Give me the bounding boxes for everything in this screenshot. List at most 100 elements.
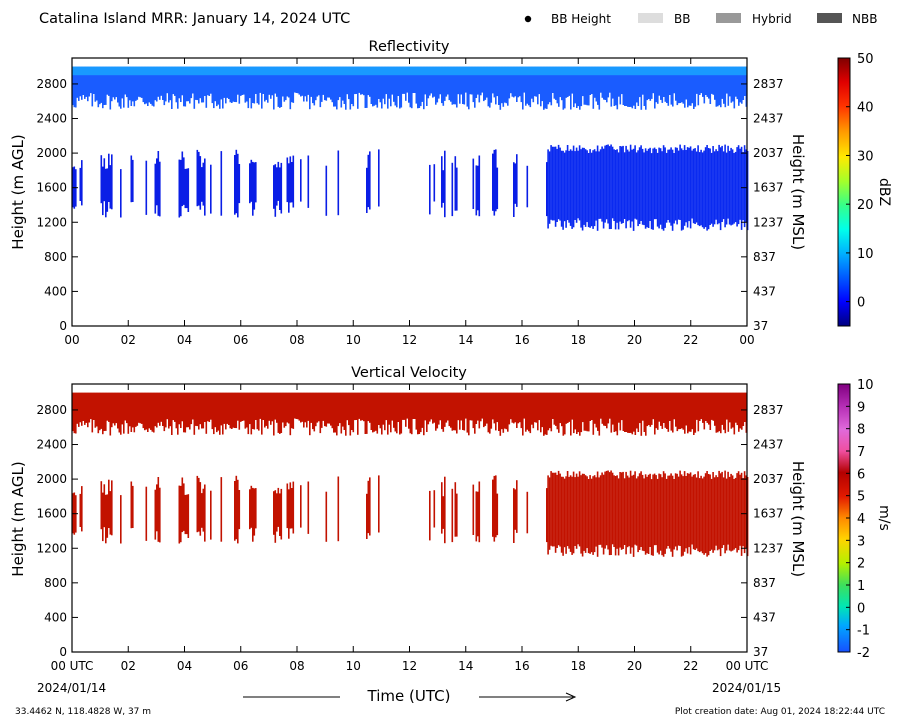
- echo-column: [665, 478, 668, 549]
- echo-column: [648, 392, 650, 425]
- echo-column-top: [270, 66, 272, 76]
- echo-column: [105, 168, 107, 218]
- echo-column: [612, 392, 614, 425]
- echo-column: [639, 392, 641, 424]
- echo-column-top: [490, 66, 493, 76]
- echo-column-top: [546, 66, 548, 76]
- echo-column: [562, 66, 565, 110]
- colorbar-tick-label: 8: [857, 423, 865, 438]
- echo-column: [607, 144, 609, 224]
- echo-column: [121, 66, 124, 99]
- echo-column: [163, 66, 166, 106]
- echo-column: [472, 66, 475, 103]
- echo-column-top: [181, 66, 184, 76]
- echo-column-top: [588, 66, 590, 76]
- echo-column: [572, 145, 575, 228]
- echo-column: [617, 478, 620, 556]
- echo-column: [733, 153, 735, 224]
- y-tick-label-left: 0: [59, 319, 67, 333]
- echo-column: [558, 392, 560, 433]
- echo-column-top: [552, 66, 554, 76]
- echo-column: [642, 66, 644, 95]
- vertical-velocity-title: Vertical Velocity: [351, 365, 467, 381]
- echo-column: [367, 66, 370, 96]
- echo-column-top: [196, 66, 199, 76]
- echo-column: [327, 392, 329, 424]
- echo-column: [252, 161, 254, 216]
- echo-column-top: [435, 66, 437, 76]
- echo-column: [181, 392, 184, 422]
- echo-column: [276, 167, 278, 206]
- echo-column: [643, 66, 646, 106]
- echo-column-top: [387, 66, 389, 76]
- echo-column: [699, 66, 701, 95]
- dbz-colorbar-gradient: [837, 57, 851, 327]
- echo-column-top: [322, 66, 325, 76]
- echo-column: [689, 472, 692, 555]
- echo-column: [456, 392, 458, 434]
- echo-column-top: [684, 66, 686, 76]
- echo-column: [526, 392, 529, 430]
- echo-column: [186, 66, 188, 102]
- echo-column: [733, 479, 735, 550]
- echo-column: [508, 392, 511, 425]
- echo-column: [91, 66, 94, 107]
- echo-column: [180, 159, 182, 217]
- echo-column: [391, 392, 394, 421]
- echo-column: [370, 66, 373, 104]
- echo-column: [382, 392, 385, 425]
- echo-column: [156, 66, 158, 102]
- echo-column: [135, 392, 137, 427]
- echo-column: [700, 392, 703, 420]
- x-tick-label: 10: [346, 333, 361, 347]
- echo-column-top: [405, 66, 407, 76]
- echo-column: [79, 493, 82, 527]
- echo-column: [667, 392, 670, 432]
- echo-column: [226, 66, 229, 98]
- echo-column: [594, 392, 596, 424]
- echo-column: [279, 392, 281, 434]
- echo-column-top: [445, 66, 448, 76]
- echo-column: [589, 149, 591, 228]
- echo-column-top: [154, 66, 157, 76]
- echo-column: [552, 392, 554, 419]
- echo-column: [475, 491, 478, 542]
- echo-column-top: [628, 66, 631, 76]
- echo-column: [154, 66, 157, 101]
- echo-column: [369, 66, 371, 97]
- y-tick-label-left: 400: [44, 284, 67, 298]
- echo-column: [628, 477, 630, 547]
- echo-column: [106, 494, 109, 538]
- echo-column: [734, 477, 737, 549]
- echo-column-top: [630, 66, 632, 76]
- echo-column: [733, 392, 736, 435]
- echo-column: [584, 475, 587, 553]
- echo-column: [698, 478, 701, 553]
- echo-column: [574, 477, 576, 546]
- echo-column: [703, 476, 705, 555]
- echo-column: [697, 392, 700, 432]
- echo-column-top: [396, 66, 398, 76]
- echo-column: [606, 66, 608, 103]
- echo-column: [375, 66, 377, 105]
- echo-column: [700, 475, 702, 552]
- echo-column-top: [660, 66, 662, 76]
- echo-column: [387, 66, 389, 109]
- echo-column-top: [384, 66, 386, 76]
- echo-column: [346, 66, 349, 95]
- echo-column-top: [720, 66, 722, 76]
- echo-column: [334, 392, 337, 433]
- echo-column: [582, 392, 584, 423]
- echo-column: [672, 392, 674, 433]
- echo-column: [608, 146, 611, 230]
- echo-column: [510, 66, 512, 94]
- echo-column: [597, 66, 599, 105]
- echo-column: [429, 66, 431, 96]
- y-tick-label-right: 37: [753, 645, 768, 659]
- echo-column: [676, 147, 678, 225]
- y-tick-label-left: 800: [44, 250, 67, 264]
- echo-column-top: [549, 66, 551, 76]
- echo-column: [643, 152, 645, 226]
- echo-column-top: [217, 66, 220, 76]
- echo-column-top: [702, 66, 704, 76]
